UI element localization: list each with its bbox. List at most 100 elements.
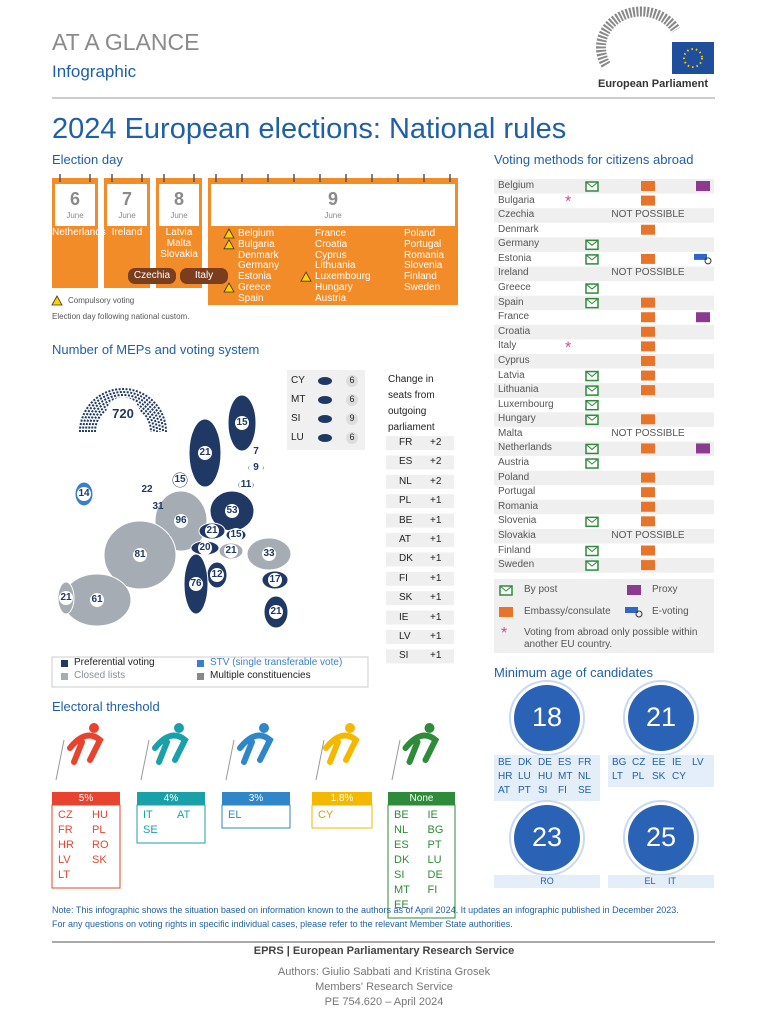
country-code: MT xyxy=(558,771,573,782)
footer-authors: Authors: Giulio Sabbati and Kristina Gro… xyxy=(277,966,491,978)
seat-count: 9 xyxy=(349,413,355,423)
legend-label: E-voting xyxy=(652,606,689,617)
day-month: June xyxy=(324,211,342,220)
country-code: HU xyxy=(92,809,108,821)
country-code: SK xyxy=(92,854,107,866)
threshold-label: 3% xyxy=(248,793,264,804)
legend-label: Preferential voting xyxy=(74,657,155,668)
change-code: DK xyxy=(399,553,413,565)
seat-count: 6 xyxy=(349,394,355,404)
change-code: LV xyxy=(399,631,411,642)
state-shape xyxy=(318,415,332,423)
change-code: NL xyxy=(399,475,412,487)
row-band xyxy=(494,383,714,398)
athlete-head xyxy=(424,723,435,733)
country-code: EE xyxy=(394,899,409,911)
section-heading: Election day xyxy=(52,152,123,167)
country: Netherlands xyxy=(52,227,106,238)
change-value: +1 xyxy=(430,631,442,642)
country-code: AT xyxy=(498,785,511,796)
threshold-header xyxy=(52,792,120,805)
athlete-body xyxy=(402,732,440,765)
country-code: PL xyxy=(92,824,106,836)
country: Ireland xyxy=(111,227,143,238)
day-number: 7 xyxy=(121,189,132,209)
embassy-icon xyxy=(641,414,655,425)
country-code: BG xyxy=(427,824,444,836)
country: Lithuania xyxy=(498,384,539,396)
country-code: EL xyxy=(228,809,242,821)
country-code: PL xyxy=(632,771,645,782)
post-icon xyxy=(585,283,599,290)
compulsory-icon xyxy=(223,238,235,250)
country-code: IT xyxy=(668,876,676,886)
threshold-header xyxy=(388,792,455,805)
note: Note: This infographic shows the situati… xyxy=(52,905,679,915)
country: Ireland xyxy=(498,267,529,279)
country: Austria xyxy=(315,292,347,304)
state-code: LU xyxy=(291,432,304,443)
country: Germany xyxy=(498,238,540,250)
country-code: IT xyxy=(143,809,153,821)
seat-badge xyxy=(249,461,263,475)
row-band xyxy=(494,266,714,282)
embassy-icon xyxy=(641,501,655,512)
eu-only-icon: * xyxy=(565,194,571,211)
pill xyxy=(180,268,228,284)
country: Finland xyxy=(404,271,437,283)
country: Poland xyxy=(498,471,530,483)
row-band xyxy=(494,499,714,515)
country-code: LT xyxy=(612,771,623,782)
logo-text: European Parliament xyxy=(598,78,709,90)
country-code: CY xyxy=(318,809,334,821)
seat-badge xyxy=(235,416,249,430)
post-icon xyxy=(585,458,599,465)
country-code: NL xyxy=(578,771,591,782)
seat-badge xyxy=(346,375,358,387)
athlete-body xyxy=(152,732,189,765)
row-band xyxy=(494,412,714,427)
athlete-body xyxy=(67,732,104,765)
map-seat-count: 11 xyxy=(240,479,252,490)
map-seat-count: 20 xyxy=(199,542,211,553)
calendar-top xyxy=(55,184,95,226)
country-code: PT xyxy=(518,785,531,796)
map-seat-count: 33 xyxy=(263,548,275,559)
country: Estonia xyxy=(238,271,272,283)
embassy-icon xyxy=(499,607,513,617)
country-code: IE xyxy=(427,809,438,821)
country-code: SE xyxy=(578,785,592,796)
map-seat-count: 15 xyxy=(230,529,242,540)
high-jump-bar xyxy=(225,739,235,781)
country: Italy xyxy=(498,340,517,352)
map-seat-count: 21 xyxy=(199,447,211,458)
note: Election day following national custom. xyxy=(52,312,190,321)
change-value: +1 xyxy=(430,611,442,623)
seat-badge xyxy=(133,548,147,562)
main-title: 2024 European elections: National rules xyxy=(52,113,567,145)
country-code: BG xyxy=(612,757,627,768)
country-code: FI xyxy=(427,884,438,896)
country-code: CZ xyxy=(58,809,73,821)
calendar-top xyxy=(159,184,199,226)
map-seat-count: 12 xyxy=(211,569,223,580)
legend-swatch xyxy=(197,660,204,667)
change-value: +1 xyxy=(430,592,442,604)
country-code: MT xyxy=(394,884,410,896)
seat-badge xyxy=(239,478,253,492)
country: France xyxy=(315,228,347,239)
change-code: FR xyxy=(399,437,413,448)
high-jump-bar xyxy=(55,739,65,781)
calendar-top xyxy=(107,184,147,226)
country: Cyprus xyxy=(498,354,530,366)
country-code: LV xyxy=(692,757,704,768)
day-number: 6 xyxy=(69,189,80,209)
country: Luxembourg xyxy=(498,398,554,410)
change-code: SI xyxy=(399,650,409,662)
evote-icon xyxy=(625,607,638,613)
change-value: +1 xyxy=(430,534,442,545)
state-shape xyxy=(318,434,332,442)
change-value: +1 xyxy=(430,495,442,507)
